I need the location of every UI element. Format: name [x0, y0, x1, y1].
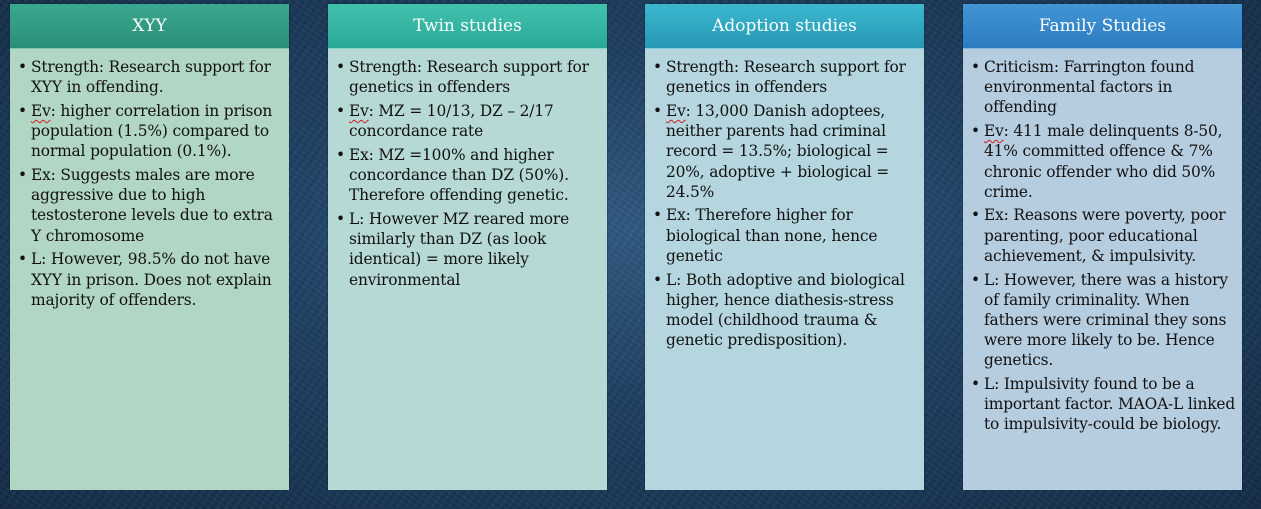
column-title: Adoption studies [645, 4, 924, 49]
evidence-prefix: Ev [31, 101, 51, 120]
column-twin-studies: Twin studies Strength: Research support … [328, 4, 607, 490]
column-title: Family Studies [963, 4, 1242, 49]
bullet-list: Strength: Research support for genetics … [653, 57, 918, 350]
column-body: Criticism: Farrington found environmenta… [963, 49, 1242, 490]
list-item: L: However MZ reared more similarly than… [336, 209, 601, 290]
evidence-prefix: Ev [984, 122, 1004, 141]
list-item: Ex: Suggests males are more aggressive d… [18, 165, 283, 246]
column-title: XYY [10, 4, 289, 49]
list-item: Strength: Research support for genetics … [336, 57, 601, 97]
list-item: L: Impulsivity found to be a important f… [971, 374, 1236, 435]
list-item: Ev: higher correlation in prison populat… [18, 101, 283, 162]
column-body: Strength: Research support for genetics … [645, 49, 924, 490]
evidence-prefix: Ev [349, 101, 369, 120]
column-family-studies: Family Studies Criticism: Farrington fou… [963, 4, 1242, 490]
list-item: Ev: 411 male delinquents 8-50, 41% commi… [971, 121, 1236, 202]
list-item: Ex: Therefore higher for biological than… [653, 205, 918, 266]
evidence-prefix: Ev [666, 101, 686, 120]
list-item: L: However, there was a history of famil… [971, 270, 1236, 371]
list-item: L: Both adoptive and biological higher, … [653, 270, 918, 351]
list-item: Ex: Reasons were poverty, poor parenting… [971, 205, 1236, 266]
bullet-list: Strength: Research support for genetics … [336, 57, 601, 290]
bullet-list: Criticism: Farrington found environmenta… [971, 57, 1236, 435]
list-item: L: However, 98.5% do not have XYY in pri… [18, 249, 283, 310]
list-item: Ev: MZ = 10/13, DZ – 2/17 concordance ra… [336, 101, 601, 141]
list-item: Ex: MZ =100% and higher concordance than… [336, 145, 601, 206]
list-item: Strength: Research support for genetics … [653, 57, 918, 97]
column-body: Strength: Research support for genetics … [328, 49, 607, 490]
column-title: Twin studies [328, 4, 607, 49]
column-body: Strength: Research support for XYY in of… [10, 49, 289, 490]
column-xyy: XYY Strength: Research support for XYY i… [10, 4, 289, 490]
bullet-list: Strength: Research support for XYY in of… [18, 57, 283, 310]
list-item: Criticism: Farrington found environmenta… [971, 57, 1236, 118]
list-item: Strength: Research support for XYY in of… [18, 57, 283, 97]
list-item: Ev: 13,000 Danish adoptees, neither pare… [653, 101, 918, 202]
column-adoption-studies: Adoption studies Strength: Research supp… [645, 4, 924, 490]
